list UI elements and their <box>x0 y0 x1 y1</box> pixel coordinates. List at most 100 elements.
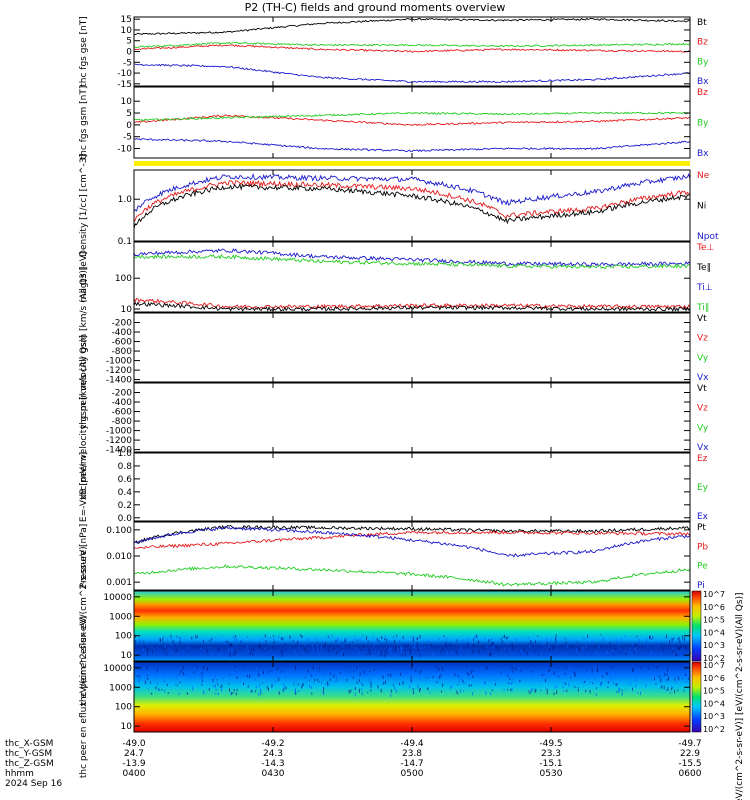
peer_velocity-ytick-label: -1400 <box>106 446 132 456</box>
ephem-value: -49.5 <box>539 739 562 749</box>
colorbar-tick: 10^6 <box>703 603 725 612</box>
peir_eflux-ytick-label: 10 <box>121 651 133 661</box>
fgs_gse-ytick-label: -10 <box>117 69 132 79</box>
temperature-legend-0: Te⊥ <box>696 243 715 253</box>
peer_velocity-legend-0: Vt <box>697 384 707 394</box>
temperature-ytick-label: 10 <box>121 305 133 315</box>
density-legend-0: Ne <box>697 171 710 181</box>
fgs_gsm-ylabel: thc fgs gsm [nT] <box>79 86 89 160</box>
colorbar-tick: 10^2 <box>703 654 725 663</box>
colorbar-tick: 10^4 <box>703 628 725 637</box>
ephem-value: 0530 <box>540 769 563 779</box>
ephem-label: thc_Z-GSM <box>5 759 54 769</box>
peir_eflux-ylabel: thc peir en eflux eV/(cm^2-s-sr-eV) <box>79 546 89 705</box>
peir_velocity-ytick-label: -400 <box>112 328 133 338</box>
ephem-label: hhmm <box>5 769 34 779</box>
colorbar-tick: 10^2 <box>703 725 725 734</box>
peir_eflux-spectrogram <box>134 591 690 661</box>
fgs_gsm-frame <box>133 86 691 159</box>
ephem-value: 0600 <box>679 769 702 779</box>
fgs_gse-ytick-label: 5 <box>126 37 132 47</box>
peer_velocity-legend-2: Vy <box>697 423 709 433</box>
peer_eflux-ytick-label: 10000 <box>103 664 132 674</box>
peir_velocity-ytick-label: -1200 <box>106 366 132 376</box>
colorbar-tick: 10^3 <box>703 641 725 650</box>
peir_velocity-ytick-label: -200 <box>112 319 133 329</box>
peir_velocity-ytick-label: -1000 <box>106 357 132 367</box>
fgs_gse-ytick-label: 15 <box>121 15 132 25</box>
ephem-value: -49.2 <box>261 739 284 749</box>
density-legend-2: Npot <box>697 232 719 242</box>
peer_velocity-legend-1: Vz <box>697 404 708 414</box>
peer_eflux-spectrogram <box>134 662 690 732</box>
peir_velocity-ytick-label: -600 <box>112 338 133 348</box>
ephem-label: thc_Y-GSM <box>5 749 52 759</box>
efield-ytick-label: 0.2 <box>118 501 132 511</box>
colorbar-tick: 10^4 <box>703 699 725 708</box>
peir_velocity-legend-0: Vt <box>697 314 707 324</box>
fgs_gse-legend-1: Bz <box>697 38 708 48</box>
fgs_gsm-series-red-0 <box>134 114 690 127</box>
pressure-ytick-label: 0.100 <box>106 526 132 536</box>
fgs_gsm-ytick-label: 5 <box>126 109 132 119</box>
pressure-legend-3: Pi <box>697 581 705 591</box>
fgs_gse-legend-2: By <box>697 57 709 67</box>
date-label: 2024 Sep 16 <box>5 779 62 789</box>
peir_velocity-legend-3: Vx <box>697 373 709 383</box>
pressure-series-blue-3 <box>134 526 690 558</box>
peir_velocity-legend-1: Vz <box>697 334 708 344</box>
fgs_gse-series-blue-3 <box>134 63 690 84</box>
pressure-ytick-label: 0.001 <box>106 578 132 588</box>
density-ytick-label: 1.0 <box>118 195 133 205</box>
ephem-value: -14.7 <box>400 759 423 769</box>
temperature-series-red-0 <box>134 297 690 310</box>
temperature-legend-2: Ti⊥ <box>696 283 713 293</box>
fgs_gsm-series-green-1 <box>134 111 690 122</box>
peer_eflux-ytick-label: 1000 <box>109 683 132 693</box>
efield-ytick-label: 0.6 <box>118 475 133 485</box>
peer_velocity-ylabel: thc peer velocity gsm [km/s (All Qs)] <box>79 335 89 500</box>
peer_velocity-legend-3: Vx <box>697 443 709 453</box>
colorbar-1 <box>691 661 702 733</box>
fgs_gsm-legend-1: By <box>697 119 709 129</box>
colorbar-tick: 10^3 <box>703 712 725 721</box>
peer_eflux-ytick-label: 100 <box>115 703 132 713</box>
fgs_gse-legend-0: Bt <box>697 18 707 28</box>
pressure-ytick-label: 0.010 <box>106 552 132 562</box>
ephem-value: 23.3 <box>541 749 561 759</box>
colorbar-label: [eV/(cm^2-s-sr-eV)] [eV/(cm^2-s-sr-eV)(A… <box>735 592 745 800</box>
colorbar-0 <box>691 590 702 662</box>
fgs_gse-series-green-2 <box>134 41 690 49</box>
density-frame <box>133 169 691 242</box>
efield-legend-0: Ez <box>697 454 708 464</box>
pressure-legend-1: Pb <box>697 542 708 552</box>
ephem-value: -15.1 <box>539 759 562 769</box>
peer_velocity-ytick-label: -800 <box>112 417 133 427</box>
peer_velocity-ytick-label: -600 <box>112 408 133 418</box>
efield-ylabel: E=-VxB [mV/m] <box>79 452 89 522</box>
fgs_gsm-ytick-label: 10 <box>121 97 133 107</box>
colorbar-tick: 10^5 <box>703 687 725 696</box>
ephem-value: 0500 <box>401 769 424 779</box>
fgs_gsm-ytick-label: 0 <box>126 121 132 131</box>
pressure-ylabel: Pressure [nPa] <box>79 524 89 589</box>
peir_velocity-ytick-label: -1400 <box>106 376 132 386</box>
pressure-legend-2: Pe <box>697 562 708 572</box>
ephem-label: thc_X-GSM <box>5 739 53 749</box>
fgs_gse-ytick-label: 0 <box>126 48 132 58</box>
temperature-ytick-label: 100 <box>115 274 132 284</box>
density-ylabel: Density [1/cc] [cm^-3] <box>79 154 89 257</box>
fgs_gsm-ytick-label: -5 <box>123 133 132 143</box>
fgs_gse-legend-3: Bx <box>697 77 709 87</box>
efield-ytick-label: 0.4 <box>118 488 133 498</box>
temperature-ylabel: magt3 [eV] <box>79 252 89 303</box>
ephem-value: 24.3 <box>263 749 283 759</box>
peir_velocity-frame <box>133 312 691 383</box>
efield-frame <box>133 452 691 522</box>
fgs_gsm-ytick-label: -10 <box>117 145 132 155</box>
peir_velocity-legend-2: Vy <box>697 353 709 363</box>
density-legend-1: Ni <box>697 202 706 212</box>
efield-legend-1: Ey <box>697 483 709 493</box>
ephem-value: -49.7 <box>678 739 701 749</box>
peer_velocity-ytick-label: -1000 <box>106 427 132 437</box>
